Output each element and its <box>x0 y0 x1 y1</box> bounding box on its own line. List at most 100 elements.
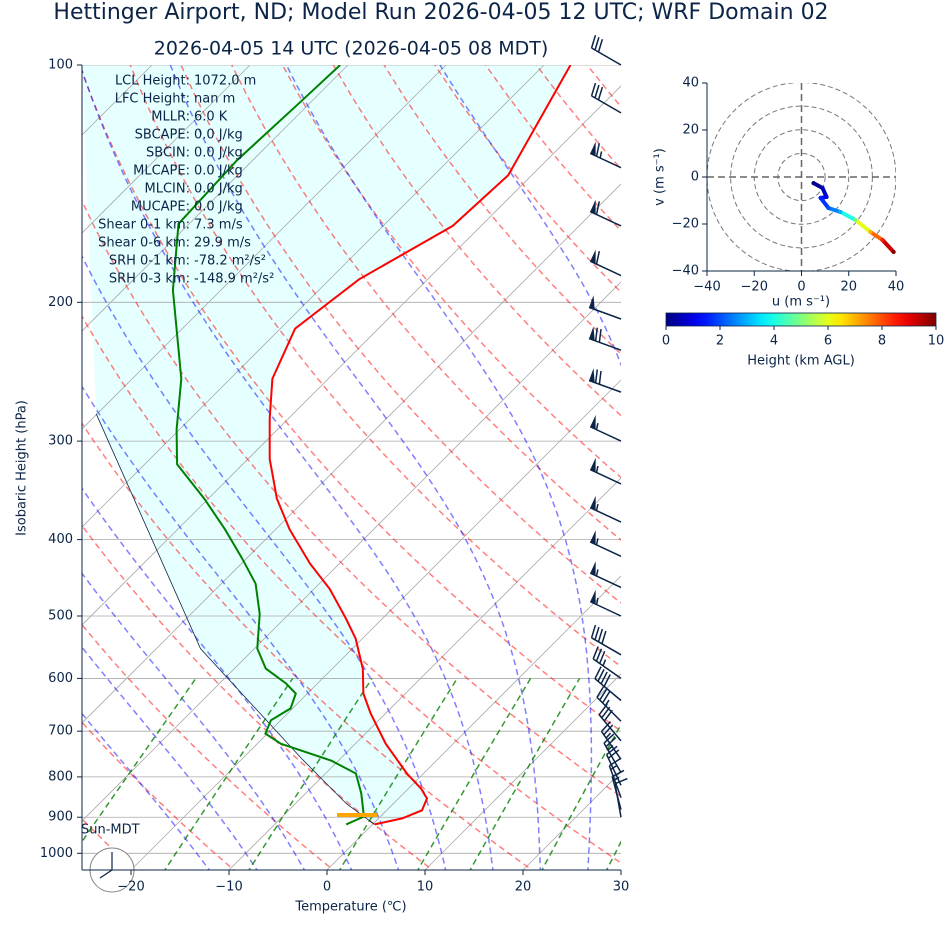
barb-feather <box>608 757 621 767</box>
barb-feather <box>594 369 598 383</box>
barb-feather <box>603 724 614 736</box>
dry-adiabat <box>586 65 621 108</box>
barb-flag <box>590 589 596 605</box>
parcel-profile <box>95 413 375 825</box>
wind-barb <box>589 141 622 169</box>
hodograph-point <box>891 249 896 254</box>
barb-feather <box>595 503 599 511</box>
barb-feather <box>601 691 611 704</box>
barb-feather <box>607 749 620 759</box>
moist-adiabat <box>82 572 306 870</box>
barb-feather <box>605 736 617 748</box>
isotherm <box>82 85 621 626</box>
wind-barb <box>592 646 622 680</box>
index-label: LCL Height: <box>115 74 190 89</box>
barb-flag <box>589 326 595 341</box>
dry-adiabat <box>82 524 434 870</box>
wind-barb <box>589 589 622 617</box>
index-value: -148.9 m²/s² <box>194 272 274 287</box>
dry-adiabat <box>82 721 236 870</box>
barb-feather <box>594 37 600 51</box>
index-label: LFC Height: <box>115 92 190 107</box>
plot-background <box>82 65 945 873</box>
barb-feather <box>603 674 611 687</box>
barb-feather <box>600 721 611 732</box>
barb-feather <box>601 630 607 645</box>
x-tick-label: −40 <box>693 280 720 295</box>
x-tick-label: −20 <box>741 280 768 295</box>
barb-flag <box>590 530 596 545</box>
moist-adiabat <box>82 67 494 870</box>
barb-feather <box>592 646 599 660</box>
mixing-ratio-line <box>541 723 621 870</box>
dry-adiabat <box>739 65 945 873</box>
index-value: 29.9 m/s <box>194 236 251 251</box>
barb-feather <box>595 423 599 430</box>
moist-adiabat <box>82 385 400 870</box>
barb-flag <box>589 295 595 310</box>
x-axis-label: Temperature (℃) <box>294 900 406 915</box>
barb-feather <box>590 35 597 49</box>
hodograph-x-label: u (m s⁻¹) <box>772 295 830 310</box>
barb-feather <box>598 328 602 343</box>
dry-adiabat <box>180 65 621 604</box>
hodograph-point <box>826 206 831 211</box>
dry-adiabat <box>638 65 945 873</box>
barb-feather <box>611 769 625 778</box>
chart-subtitle: 2026-04-05 14 UTC (2026-04-05 08 MDT) <box>154 38 549 60</box>
barb-feather <box>603 733 615 744</box>
barb-feather <box>610 765 617 771</box>
barb-feather <box>601 706 611 719</box>
barb-staff <box>591 95 622 114</box>
barb-flag <box>590 457 596 473</box>
colorbar-tick-label: 10 <box>928 334 945 349</box>
dry-adiabat <box>82 199 621 798</box>
wind-barb <box>588 368 622 393</box>
grid-line <box>326 575 621 870</box>
barb-feather <box>597 628 604 643</box>
barb-staff <box>588 379 622 393</box>
mixing-ratio-line <box>82 677 197 843</box>
index-label: Shear 0-6 km: <box>98 236 190 251</box>
hodograph-segment <box>838 210 858 223</box>
dry-adiabat <box>892 65 945 873</box>
dry-adiabat <box>332 65 621 417</box>
barb-staff <box>591 637 622 656</box>
barb-staff <box>605 754 622 786</box>
wind-barb <box>589 495 622 523</box>
barb-feather <box>595 201 601 215</box>
barb-flag <box>590 199 596 215</box>
colorbar-label: Height (km AGL) <box>747 354 855 369</box>
index-value: 0.0 J/kg <box>194 164 243 179</box>
hodograph-y-label: v (m s⁻¹) <box>653 148 668 206</box>
index-value: 7.3 m/s <box>194 218 243 233</box>
y-tick-label: 700 <box>48 724 73 739</box>
x-tick-label: −10 <box>215 880 242 895</box>
hodograph-segment <box>818 195 831 211</box>
barb-flag <box>589 368 595 383</box>
colorbar-tick-label: 8 <box>878 334 886 349</box>
barb-feather <box>595 465 599 473</box>
hodograph-segment <box>826 206 843 215</box>
grid-line <box>130 379 621 870</box>
grid-line <box>228 477 621 870</box>
y-tick-label: −20 <box>672 217 699 232</box>
index-label: SRH 0-3 km: <box>109 272 190 287</box>
wind-barb <box>608 757 622 798</box>
barb-feather <box>612 776 620 782</box>
dry-adiabat <box>82 314 621 864</box>
index-label: SRH 0-1 km: <box>109 254 190 269</box>
barb-feather <box>614 777 628 785</box>
moist-adiabat <box>82 254 447 870</box>
mixing-ratio-line <box>469 678 581 870</box>
index-value: -78.2 m²/s² <box>194 254 266 269</box>
grid-line <box>620 869 621 870</box>
wind-barb <box>589 249 622 277</box>
colorbar-tick-label: 2 <box>716 334 724 349</box>
dry-adiabat <box>434 65 621 294</box>
index-value: 1072.0 m <box>194 74 256 89</box>
hodograph: −40 −20 0 20 40 −40 −20 0 20 40 <box>672 76 905 295</box>
barb-feather <box>599 688 608 701</box>
wind-barb <box>588 326 622 351</box>
